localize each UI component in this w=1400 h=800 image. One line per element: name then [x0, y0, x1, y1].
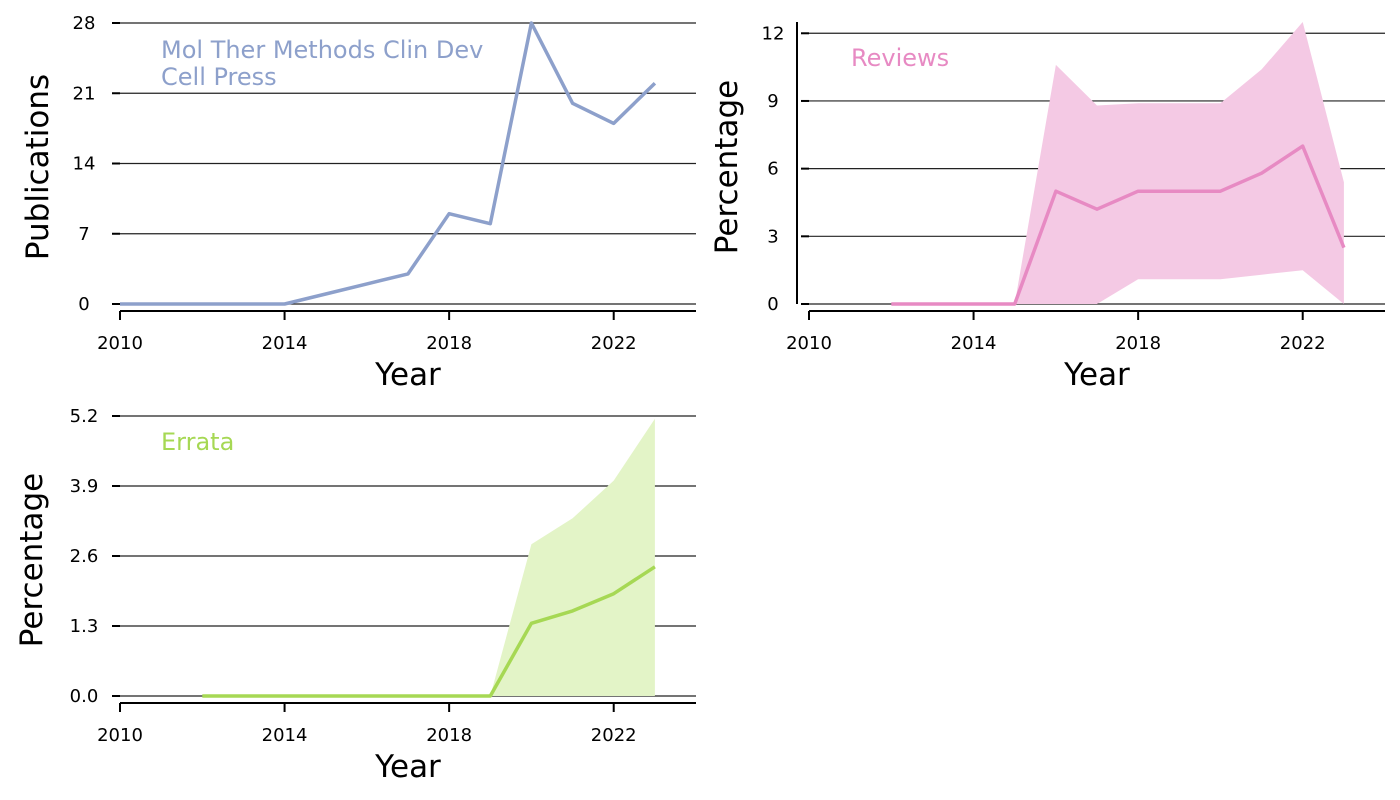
x-axis-label: Year — [374, 749, 441, 785]
y-axis-label: Percentage — [14, 473, 50, 647]
y-axis-label: Percentage — [709, 80, 745, 254]
y-tick-label: 28 — [73, 13, 96, 34]
series-line — [202, 565, 656, 698]
x-axis-label: Year — [374, 357, 441, 393]
y-tick-label: 12 — [762, 23, 785, 44]
y-tick-label: 6 — [767, 159, 778, 180]
y-tick-label: 0.0 — [70, 686, 99, 707]
series-line — [891, 144, 1346, 306]
annotation-text: Cell Press — [161, 63, 277, 91]
x-tick-label: 2014 — [951, 333, 997, 354]
y-axis-label: Publications — [20, 74, 56, 260]
chart-panel-1: 0 7 14 21 28 2010 2014 2018 2022 Year Publications… — [20, 13, 696, 393]
x-axis-label: Year — [1063, 357, 1130, 393]
annotation-text: Reviews — [851, 44, 949, 72]
y-tick-label: 3 — [767, 226, 778, 247]
annotation-text: Errata — [161, 428, 234, 456]
series-line — [120, 21, 657, 306]
chart-panel-2: 0 3 6 9 12 2010 2014 2018 2022 Year Percentage Revi… — [709, 22, 1385, 393]
x-tick-label: 2010 — [97, 725, 143, 746]
y-tick-label: 21 — [73, 83, 96, 104]
x-tick-label: 2022 — [591, 725, 637, 746]
y-tick-label: 2.6 — [70, 546, 99, 567]
y-tick-label: 0 — [767, 294, 778, 315]
annotation-text: Mol Ther Methods Clin Dev — [161, 36, 483, 64]
x-tick-label: 2022 — [1280, 333, 1326, 354]
x-tick-label: 2022 — [591, 333, 637, 354]
y-tick-label: 14 — [73, 154, 96, 175]
y-tick-label: 9 — [767, 91, 778, 112]
x-tick-label: 2010 — [97, 333, 143, 354]
confidence-band — [202, 418, 655, 696]
y-tick-label: 0 — [78, 294, 89, 315]
confidence-band — [891, 22, 1344, 304]
y-tick-label: 5.2 — [70, 406, 99, 427]
x-tick-label: 2018 — [1115, 333, 1161, 354]
chart-panel-3: 0.0 1.3 2.6 3.9 5.2 2010 2014 2018 2022 Year Perce… — [14, 406, 696, 785]
x-tick-label: 2014 — [262, 725, 308, 746]
x-tick-label: 2010 — [786, 333, 832, 354]
y-tick-label: 7 — [78, 224, 89, 245]
y-tick-label: 3.9 — [70, 476, 99, 497]
x-tick-label: 2014 — [262, 333, 308, 354]
x-tick-label: 2018 — [426, 333, 472, 354]
x-tick-label: 2018 — [426, 725, 472, 746]
y-tick-label: 1.3 — [70, 616, 99, 637]
